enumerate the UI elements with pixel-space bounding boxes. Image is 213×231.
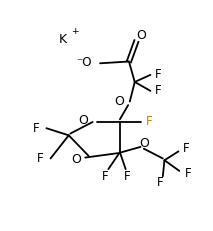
Text: F: F [33, 122, 40, 135]
Text: K: K [59, 33, 67, 46]
Text: F: F [155, 84, 161, 97]
Text: O: O [114, 95, 124, 108]
Text: O: O [79, 114, 89, 127]
Text: F: F [183, 142, 190, 155]
Text: F: F [146, 116, 153, 128]
Text: F: F [102, 170, 108, 183]
Text: ⁻O: ⁻O [76, 56, 92, 69]
Text: F: F [124, 170, 131, 183]
Text: O: O [139, 137, 149, 150]
Text: F: F [37, 152, 44, 165]
Text: F: F [157, 176, 164, 189]
Text: +: + [72, 27, 79, 36]
Text: F: F [185, 167, 191, 180]
Text: O: O [136, 29, 146, 42]
Text: O: O [71, 153, 81, 166]
Text: F: F [155, 68, 161, 81]
